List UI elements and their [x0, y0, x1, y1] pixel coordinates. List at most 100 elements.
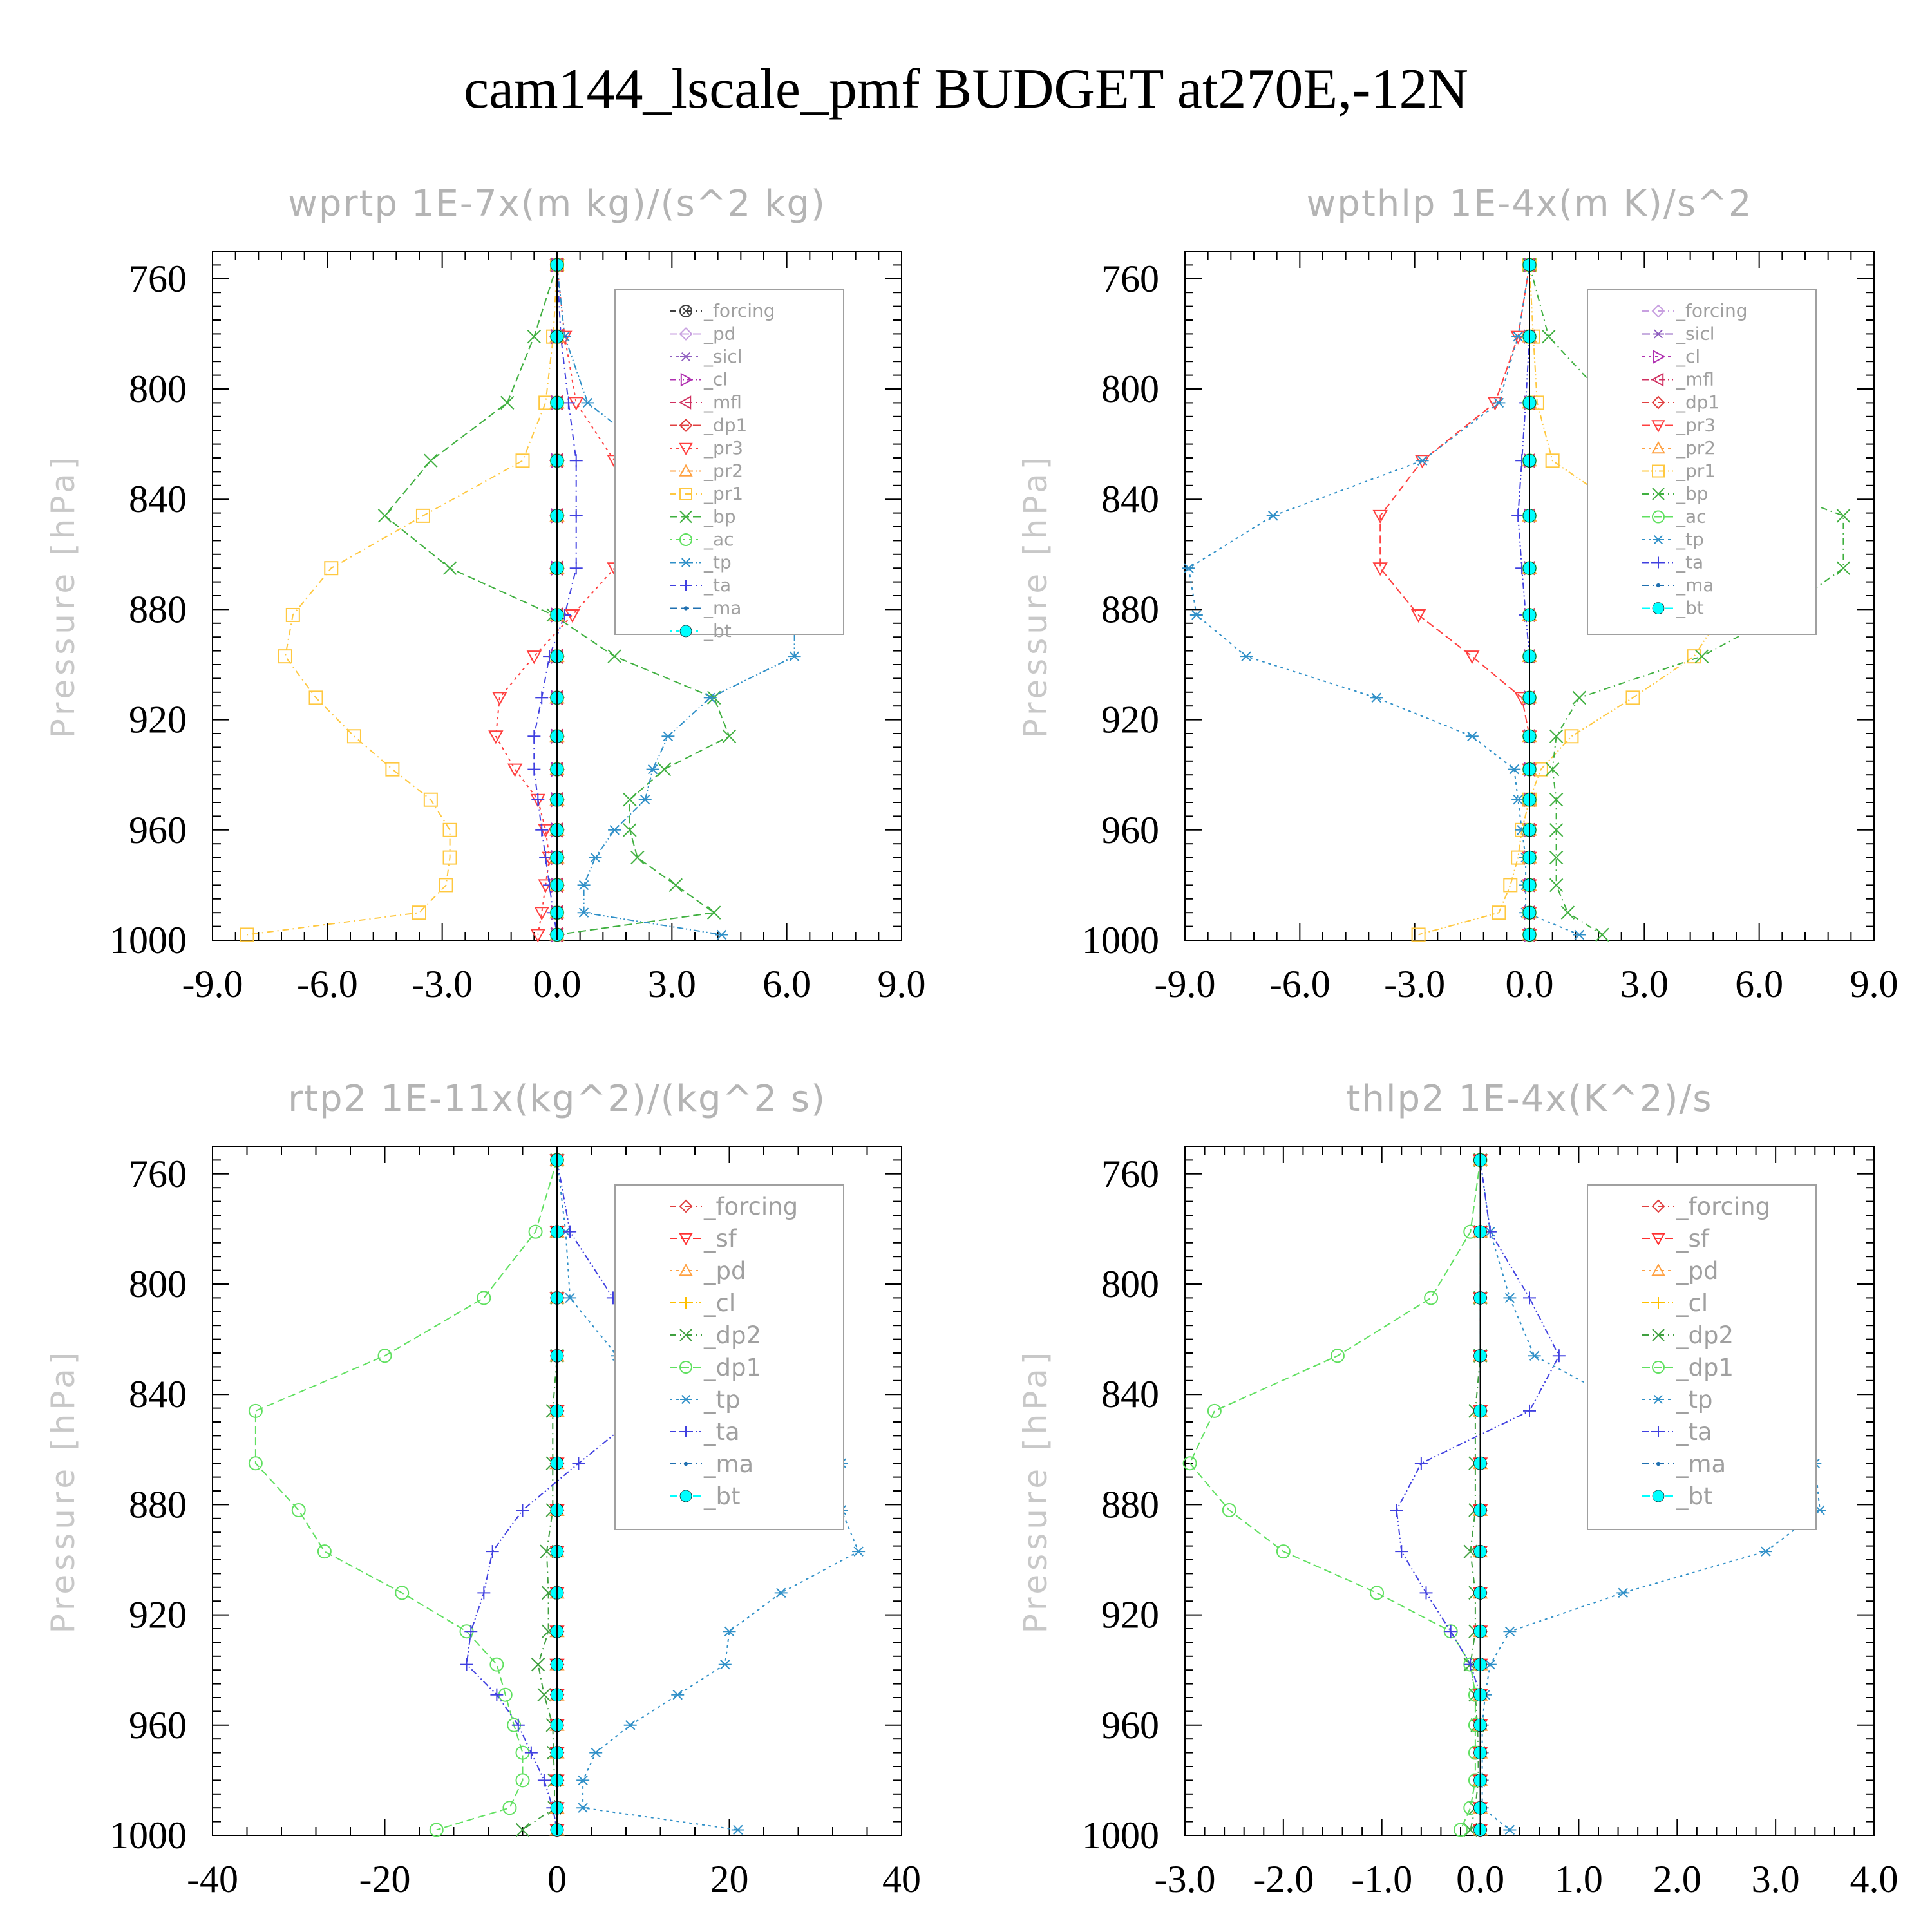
x-tick-label: -20	[359, 1858, 411, 1900]
legend-item-cl: _cl	[670, 1289, 735, 1317]
data-point	[489, 1657, 504, 1672]
data-point	[1564, 729, 1579, 744]
legend-label: _dp2	[1676, 1321, 1734, 1349]
data-point	[534, 907, 549, 921]
data-point	[516, 1503, 529, 1517]
legend-item-sicl: _sicl	[1642, 323, 1715, 345]
legend-item-pr3: _pr3	[670, 437, 743, 459]
data-point	[515, 453, 530, 468]
data-point	[1503, 1293, 1517, 1303]
data-point	[608, 825, 621, 835]
data-point	[722, 729, 737, 743]
y-tick-label: 960	[1101, 809, 1159, 851]
y-tick-label: 1000	[1082, 1814, 1159, 1857]
legend-item-tp: _tp	[1642, 1386, 1713, 1414]
series-line	[1189, 1160, 1481, 1830]
data-point	[1549, 878, 1564, 893]
legend-label: _forcing	[703, 1193, 798, 1220]
legend-item-ta: _ta	[670, 574, 731, 596]
data-point	[248, 1403, 263, 1418]
data-point	[1508, 764, 1521, 775]
legend-item-forcing: _forcing	[670, 300, 775, 321]
data-point	[1528, 1350, 1541, 1361]
data-point	[324, 561, 339, 576]
data-point	[423, 792, 438, 807]
data-point	[1182, 563, 1195, 573]
data-point	[703, 692, 717, 703]
data-point	[1503, 1824, 1517, 1835]
series-dp1	[248, 1153, 564, 1837]
data-point	[377, 509, 392, 523]
legend-box	[1587, 1184, 1817, 1530]
data-point	[1503, 1626, 1517, 1636]
legend-label: _sicl	[1676, 323, 1715, 345]
data-point	[486, 1545, 499, 1558]
data-point	[723, 1626, 736, 1636]
legend-label: _bt	[703, 1482, 741, 1510]
data-point	[1189, 610, 1203, 620]
data-point	[1549, 729, 1564, 743]
data-point	[527, 329, 542, 344]
legend-item-bt: _bt	[1642, 1482, 1713, 1510]
legend-label: _pr1	[1676, 460, 1716, 482]
data-point	[1836, 509, 1851, 523]
data-point	[412, 905, 426, 920]
legend-item-bt: _bt	[1642, 598, 1704, 619]
legend-label: _ta	[1676, 1418, 1712, 1446]
legend-box	[614, 1184, 844, 1530]
legend-item-bt: _bt	[670, 620, 732, 641]
y-tick-label: 800	[1101, 368, 1159, 410]
legend-label: _forcing	[1676, 300, 1748, 321]
series-ta	[527, 258, 583, 942]
y-tick-label: 760	[129, 1153, 187, 1195]
y-tick-label: 920	[129, 1594, 187, 1636]
data-point	[500, 395, 515, 410]
legend-label: _pr2	[1676, 437, 1716, 459]
series-pr1	[240, 258, 564, 942]
data-point	[572, 1457, 585, 1470]
data-point	[537, 1688, 551, 1702]
data-point	[1370, 692, 1383, 703]
legend-label: _cl	[1676, 346, 1700, 367]
series-bp	[377, 258, 737, 942]
data-point	[291, 1502, 306, 1517]
data-point	[346, 729, 361, 744]
legend-item-dp1: _dp1	[1642, 392, 1719, 413]
data-point	[240, 927, 254, 942]
data-point	[646, 764, 659, 775]
series-line	[247, 265, 558, 936]
data-point	[1395, 1545, 1408, 1558]
data-point	[1414, 1457, 1428, 1470]
data-point	[502, 1801, 517, 1815]
data-point	[1549, 793, 1564, 807]
y-axis-label: Pressure [hPa]	[1017, 1349, 1054, 1634]
data-point	[1492, 397, 1506, 408]
legend-label: _pr2	[703, 460, 743, 482]
data-point	[564, 1225, 577, 1238]
data-point	[385, 762, 400, 777]
data-point	[377, 1349, 392, 1363]
legend-item-ma: _ma	[670, 598, 741, 619]
data-point	[576, 1775, 590, 1786]
legend-item-forcing: _forcing	[1642, 1193, 1770, 1220]
data-point	[439, 878, 453, 893]
data-point	[1276, 1544, 1291, 1559]
legend-item-ma: _ma	[670, 1450, 753, 1478]
legend-item-dp1: _dp1	[1642, 1354, 1734, 1381]
series-pr3	[1372, 259, 1537, 943]
data-point	[1616, 1587, 1630, 1598]
legend: _forcing _sf _pd _cl _dp2 _dp1 _tp _ta _ma _bt	[614, 1184, 844, 1530]
data-point	[774, 1587, 788, 1598]
legend-item-dp1: _dp1	[670, 415, 747, 436]
legend-label: _ac	[703, 529, 734, 550]
data-point	[1523, 1291, 1536, 1305]
legend-item-ta: _ta	[1642, 552, 1703, 573]
data-point	[537, 1774, 551, 1787]
legend-label: _ma	[703, 1450, 753, 1478]
series-line	[495, 265, 634, 935]
data-point	[581, 397, 594, 408]
data-point	[661, 731, 675, 741]
panel-1: wprtp 1E-7x(m kg)/(s^2 kg) Pressure [hPa]…	[44, 183, 926, 1005]
data-point	[1552, 1349, 1566, 1363]
figure-title: cam144_lscale_pmf BUDGET at270E,-12N	[463, 58, 1469, 120]
